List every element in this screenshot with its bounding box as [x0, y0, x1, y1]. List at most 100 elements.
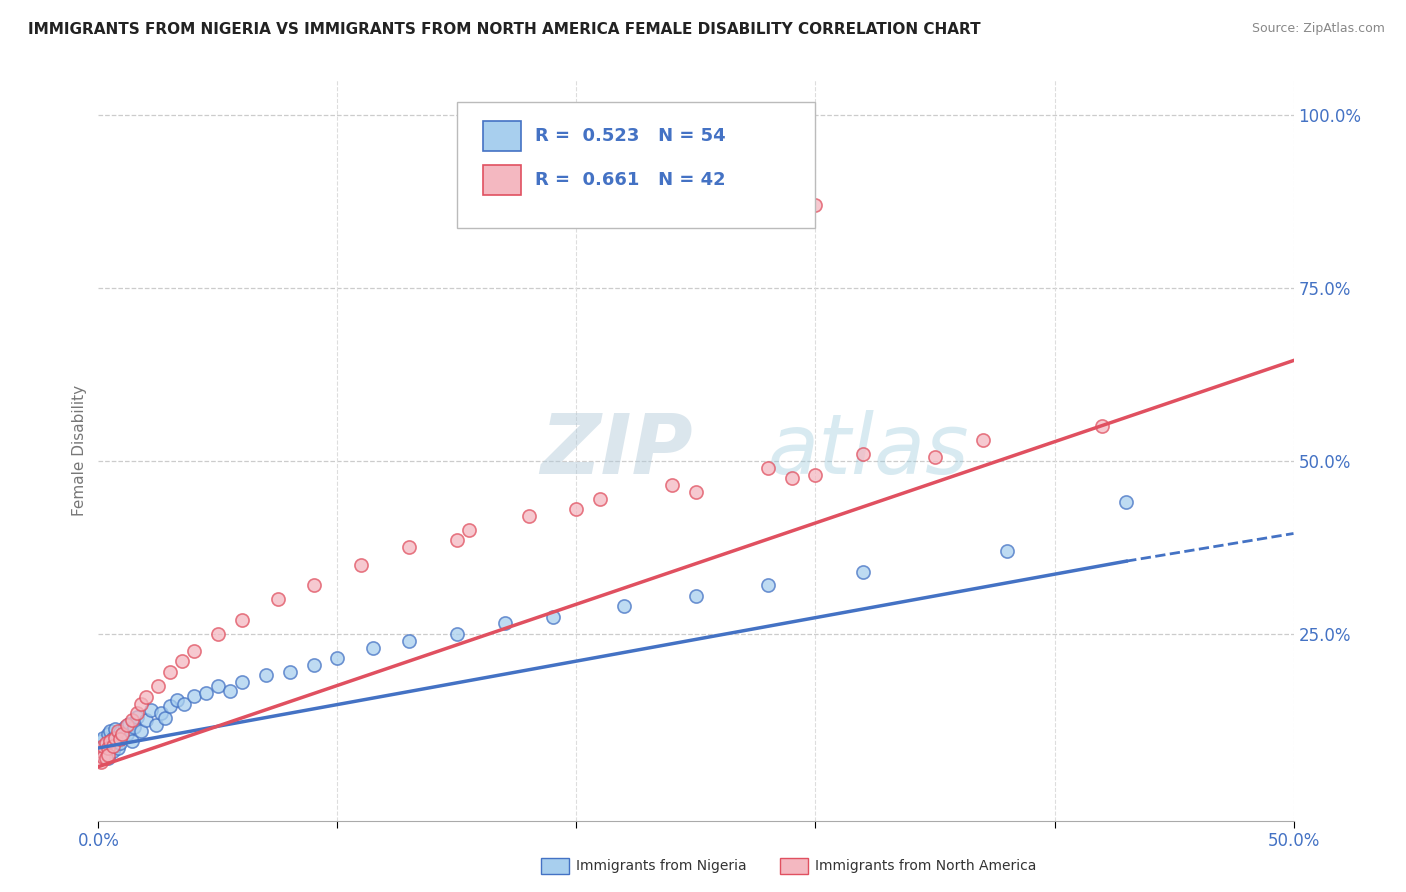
Point	[756, 578, 779, 592]
Point	[97, 727, 120, 741]
Point	[98, 723, 122, 738]
Point	[159, 665, 181, 679]
Point	[995, 543, 1018, 558]
Point	[108, 736, 131, 750]
Point	[1115, 495, 1137, 509]
Point	[107, 723, 129, 738]
Point	[94, 738, 117, 752]
Point	[350, 558, 373, 572]
Point	[207, 679, 229, 693]
Point	[231, 675, 253, 690]
Point	[124, 720, 146, 734]
Point	[219, 683, 242, 698]
Point	[104, 739, 127, 753]
Point	[166, 692, 188, 706]
Point	[145, 718, 167, 732]
Point	[183, 689, 205, 703]
Point	[278, 665, 301, 679]
Point	[458, 523, 481, 537]
Point	[254, 668, 277, 682]
Point	[172, 655, 194, 669]
Point	[159, 699, 181, 714]
Point	[91, 747, 114, 762]
Point	[90, 744, 112, 758]
Point	[780, 471, 803, 485]
Point	[115, 727, 138, 741]
Point	[94, 751, 117, 765]
Point	[111, 727, 134, 741]
Point	[94, 736, 117, 750]
Point	[398, 633, 420, 648]
Text: IMMIGRANTS FROM NIGERIA VS IMMIGRANTS FROM NORTH AMERICA FEMALE DISABILITY CORRE: IMMIGRANTS FROM NIGERIA VS IMMIGRANTS FR…	[28, 22, 981, 37]
Point	[115, 718, 138, 732]
Text: R =  0.661   N = 42: R = 0.661 N = 42	[534, 171, 725, 189]
Point	[326, 651, 349, 665]
Text: Immigrants from Nigeria: Immigrants from Nigeria	[576, 859, 747, 873]
Point	[852, 565, 875, 579]
Point	[98, 734, 122, 748]
Point	[104, 723, 127, 737]
Point	[183, 644, 205, 658]
Point	[101, 739, 124, 753]
Point	[107, 734, 129, 748]
Point	[541, 609, 564, 624]
Point	[1091, 419, 1114, 434]
Point	[173, 698, 195, 712]
Point	[111, 731, 134, 745]
Text: Source: ZipAtlas.com: Source: ZipAtlas.com	[1251, 22, 1385, 36]
Point	[90, 734, 112, 748]
Point	[446, 627, 468, 641]
Point	[155, 711, 177, 725]
Text: Immigrants from North America: Immigrants from North America	[815, 859, 1036, 873]
Text: atlas: atlas	[768, 410, 969, 491]
Point	[131, 723, 153, 738]
Point	[131, 698, 153, 712]
FancyBboxPatch shape	[484, 121, 522, 151]
Point	[90, 741, 112, 756]
Point	[446, 533, 468, 548]
FancyBboxPatch shape	[484, 165, 522, 195]
Point	[756, 460, 779, 475]
Point	[118, 716, 141, 731]
Point	[924, 450, 946, 465]
Point	[685, 485, 707, 500]
Point	[565, 502, 588, 516]
Point	[101, 731, 124, 745]
Point	[98, 734, 122, 748]
Text: ZIP: ZIP	[541, 410, 693, 491]
Point	[101, 744, 124, 758]
Point	[613, 599, 636, 614]
Point	[302, 578, 325, 592]
Point	[302, 657, 325, 672]
Point	[125, 706, 148, 721]
Point	[139, 703, 162, 717]
Point	[398, 541, 420, 555]
Point	[107, 741, 129, 756]
Point	[494, 616, 516, 631]
Y-axis label: Female Disability: Female Disability	[72, 384, 87, 516]
Point	[149, 706, 172, 721]
Point	[685, 589, 707, 603]
Point	[97, 741, 120, 756]
Point	[148, 679, 170, 693]
Point	[90, 755, 112, 769]
Point	[108, 731, 131, 746]
FancyBboxPatch shape	[457, 103, 815, 228]
Point	[207, 627, 229, 641]
Point	[91, 750, 114, 764]
Point	[852, 447, 875, 461]
Point	[121, 714, 143, 728]
Point	[804, 198, 827, 212]
Point	[517, 509, 540, 524]
Point	[114, 720, 136, 734]
Text: R =  0.523   N = 54: R = 0.523 N = 54	[534, 127, 725, 145]
Point	[91, 739, 114, 753]
Point	[104, 731, 127, 745]
Point	[91, 731, 114, 745]
Point	[94, 744, 117, 758]
Point	[231, 613, 253, 627]
Point	[108, 725, 131, 739]
Point	[195, 685, 218, 699]
Point	[972, 433, 994, 447]
Point	[267, 592, 290, 607]
